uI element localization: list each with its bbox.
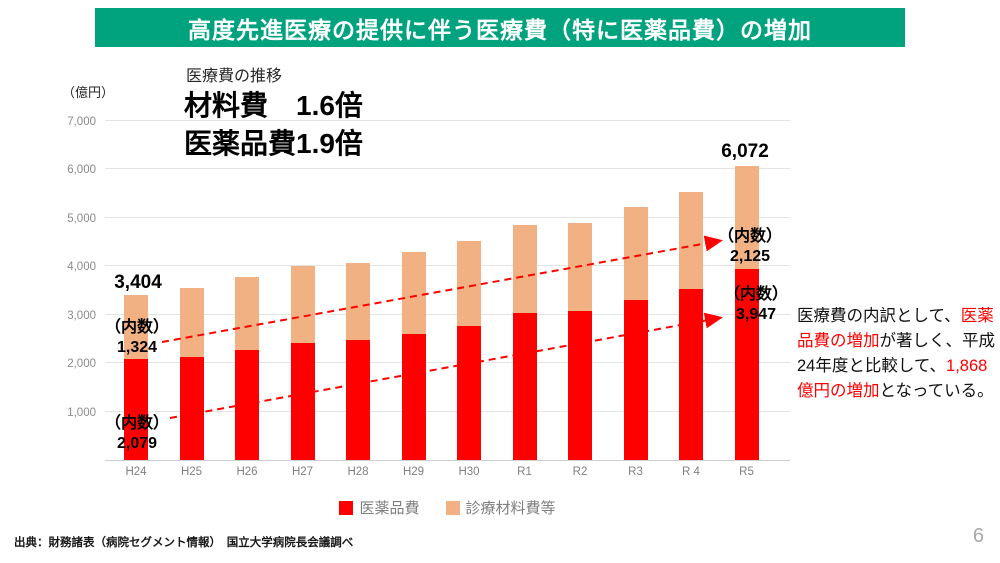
slide-title: 高度先進医療の提供に伴う医療費（特に医薬品費）の増加 [188,16,812,43]
y-axis-tick-label: 6,000 [67,164,96,177]
h24-drug-inner-label: （内数） 2,079 [104,415,169,452]
y-axis-tick-label: 2,000 [67,358,96,371]
x-axis-line [105,460,790,461]
bar-segment-drug [734,268,759,460]
y-axis-tick-label: 1,000 [67,406,96,419]
chart-legend: 医薬品費 診療材料費等 [105,497,790,518]
source-note: 出典：財務諸表（病院セグメント情報） 国立大学病院長会議調べ [14,537,354,549]
legend-swatch-drug [339,500,354,515]
bar-segment-drug [401,333,426,460]
headline-drug-ratio: 医薬品費1.9倍 [184,128,363,159]
bar-segment-drug [179,356,204,460]
slide-title-banner: 高度先進医療の提供に伴う医療費（特に医薬品費）の増加 [95,8,905,47]
y-axis-tick-label: 7,000 [67,116,96,128]
stacked-bar-chart: H24 H25 H26 H27 H28 H29 H30 R1 R2 R3 R 4 R5 [105,120,790,478]
legend-item-material: 診療材料費等 [445,497,556,518]
bar-segment-material [568,223,592,312]
bar-segment-drug [235,350,259,460]
x-axis-label: H30 [458,466,480,478]
bar-segment-material [179,287,204,357]
bar-segment-drug [346,339,370,460]
bar-segment-material [124,295,148,360]
bar-segment-drug [457,325,481,460]
bar-segment-material [235,276,259,351]
y-axis-ticks: 1,000 2,000 3,000 4,000 5,000 6,000 7,000 [40,116,96,460]
commentary-note: 医療費の内訳として、医薬品費の増加が著しく、平成24年度と比較して、1,868億… [797,304,997,404]
r5-material-inner-label: （内数） 2,125 [717,228,782,265]
bar-segment-drug [568,311,592,460]
x-axis-label: R5 [739,466,754,478]
bar-segment-drug [290,342,315,460]
y-axis-tick-label: 4,000 [67,261,96,274]
bar-segment-drug [679,288,703,460]
bar-segment-material [401,251,426,334]
x-axis-label: H27 [291,466,314,478]
gridline [105,120,790,121]
x-axis-label: R3 [628,466,643,478]
note-segment: 医療費の内訳として、 [797,307,961,325]
bar-segment-material [679,192,703,289]
legend-swatch-material [445,500,460,515]
r5-drug-inner-label: （内数） 3,947 [723,286,788,323]
chart-subtitle: 医療費の推移 [186,68,283,85]
note-segment: が著しく、平成24年度と比較して、 [797,332,995,375]
x-axis-label: H28 [347,466,369,478]
x-axis-label: R2 [572,466,588,478]
bar-segment-material [346,262,370,340]
legend-label-material: 診療材料費等 [465,500,556,517]
x-axis-label: R1 [517,466,532,478]
bar-segment-material [623,206,648,301]
note-segment: 医薬品費の増加 [797,307,994,350]
bar-segment-drug [512,312,537,460]
bar-segment-material [734,165,759,269]
bar-segment-material [457,240,481,326]
note-segment: となっている。 [879,382,994,400]
h24-total-label: 3,404 [114,272,162,293]
bar-segment-drug [124,359,148,460]
bar-segment-drug [623,300,648,460]
legend-item-drug: 医薬品費 [339,497,420,518]
x-axis-label: H24 [125,466,147,478]
x-axis-label: H26 [236,466,258,478]
y-axis-tick-label: 5,000 [67,212,96,225]
legend-label-drug: 医薬品費 [359,500,420,517]
y-axis-tick-label: 3,000 [67,309,96,322]
headline-material-ratio: 材料費 1.6倍 [184,90,363,121]
h24-material-inner-label: （内数） 1,324 [104,319,169,356]
note-segment: 1,868億円の増加 [797,357,988,400]
x-axis-label: H25 [180,466,203,478]
y-axis-unit-label: （億円） [62,85,115,100]
page-number: 6 [972,525,984,547]
gridline [105,168,790,170]
bar-segment-material [290,266,315,343]
x-axis-label: H29 [402,466,425,478]
bar-segment-material [512,224,537,313]
x-axis-label: R 4 [682,466,700,478]
r5-total-label: 6,072 [721,141,769,162]
gridline [105,216,790,218]
